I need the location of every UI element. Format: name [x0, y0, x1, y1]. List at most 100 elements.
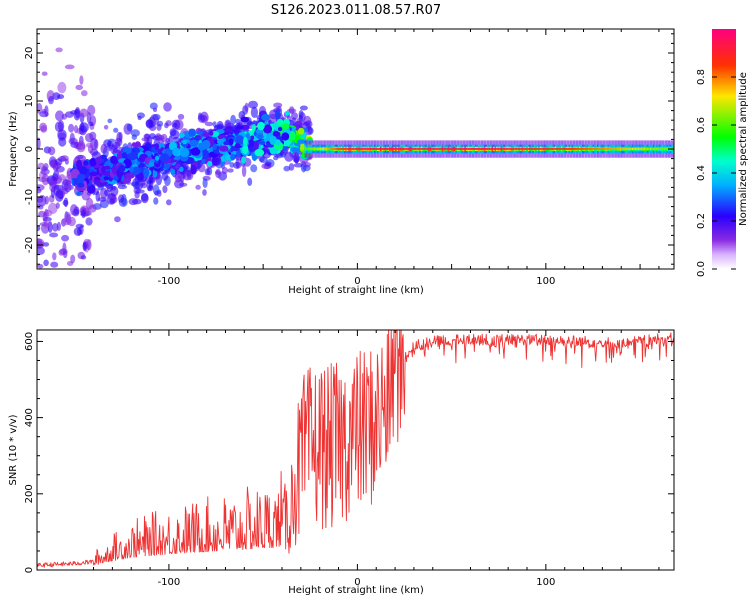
heatmap-cell: [431, 148, 434, 150]
heatmap-cell: [643, 148, 646, 150]
heatmap-cell: [240, 116, 250, 123]
heatmap-cell: [143, 167, 150, 178]
x-tick-label: 0: [354, 276, 360, 287]
heatmap-cell: [517, 148, 520, 150]
heatmap-cell: [470, 148, 473, 150]
heatmap-cell: [229, 162, 235, 168]
heatmap-cell: [221, 167, 228, 174]
heatmap-cell: [372, 148, 375, 150]
heatmap-cell: [363, 148, 366, 150]
heatmap-cell: [241, 156, 247, 164]
heatmap-cell: [434, 148, 437, 150]
heatmap-cell: [37, 264, 44, 269]
heatmap-cell: [264, 161, 272, 167]
y-tick-label: -20: [24, 237, 35, 253]
heatmap-cell: [155, 155, 160, 161]
heatmap-cell: [234, 143, 241, 149]
heatmap-cell: [556, 148, 559, 150]
heatmap-cell: [52, 223, 59, 232]
heatmap-cell: [544, 148, 547, 150]
heatmap-cell: [601, 148, 604, 150]
heatmap-cell: [625, 148, 628, 150]
colorbar-ticks: 0.0 0.2 0.4 0.6 0.8: [696, 69, 736, 277]
heatmap-cell: [461, 148, 464, 150]
heatmap-cell: [393, 148, 396, 150]
heatmap-cell: [89, 171, 99, 177]
heatmap-cell: [570, 148, 572, 150]
heatmap-cell: [248, 146, 255, 152]
heatmap-cell: [128, 198, 138, 206]
heatmap-cell: [85, 217, 93, 226]
heatmap-cell: [121, 152, 127, 159]
heatmap-cell: [227, 168, 234, 173]
spectrogram-ylabel: Frequency (Hz): [8, 111, 19, 187]
heatmap-cell: [136, 112, 145, 119]
heatmap-cell: [37, 238, 45, 248]
heatmap-cell: [37, 203, 41, 209]
heatmap-cell: [523, 148, 526, 150]
heatmap-cell: [520, 148, 523, 150]
heatmap-cell: [211, 156, 219, 166]
snr-xlabel: Height of straight line (km): [288, 585, 424, 596]
heatmap-cell: [515, 148, 518, 150]
heatmap-cell: [597, 148, 600, 150]
heatmap-cell: [87, 104, 96, 116]
heatmap-cell: [163, 102, 172, 112]
heatmap-cell: [342, 148, 345, 150]
heatmap-cell: [330, 148, 333, 150]
heatmap-cell: [126, 123, 133, 132]
heatmap-cell: [131, 142, 141, 147]
heatmap-cell: [242, 144, 249, 155]
heatmap-cell: [69, 276, 73, 286]
heatmap-cell: [108, 138, 116, 143]
heatmap-cell: [215, 168, 222, 179]
heatmap-cell: [547, 148, 550, 150]
heatmap-cell: [81, 209, 86, 219]
heatmap-cell: [53, 184, 60, 196]
heatmap-cell: [464, 148, 467, 150]
spectrogram-xlabel: Height of straight line (km): [288, 285, 424, 296]
heatmap-cell: [58, 120, 65, 132]
heatmap-cell: [500, 148, 503, 150]
heatmap-cell: [202, 132, 210, 137]
heatmap-cell: [582, 148, 584, 150]
heatmap-cell: [603, 148, 606, 150]
heatmap-cell: [110, 186, 119, 197]
heatmap-cell: [75, 84, 83, 91]
heatmap-cell: [437, 148, 440, 150]
heatmap-cell: [538, 148, 541, 150]
heatmap-cell: [284, 110, 290, 116]
heatmap-cell: [313, 148, 316, 150]
heatmap-cell: [636, 148, 639, 150]
heatmap-cell: [413, 148, 416, 150]
spectrogram-heatmap: [37, 47, 674, 286]
heatmap-cell: [648, 148, 651, 150]
heatmap-cell: [604, 148, 607, 150]
heatmap-cell: [473, 148, 476, 150]
heatmap-cell: [591, 148, 594, 150]
heatmap-cell: [135, 173, 144, 179]
heatmap-cell: [160, 153, 170, 163]
heatmap-cell: [450, 148, 453, 150]
heatmap-cell: [80, 255, 87, 260]
heatmap-cell: [352, 148, 355, 150]
heatmap-cell: [64, 158, 69, 165]
heatmap-cell: [337, 148, 340, 150]
heatmap-cell: [77, 182, 85, 188]
heatmap-cell: [509, 148, 512, 150]
heatmap-cell: [565, 148, 568, 150]
heatmap-cell: [189, 139, 199, 147]
colorbar-tick-label: 0.8: [696, 69, 707, 85]
heatmap-cell: [524, 148, 527, 150]
heatmap-cell: [131, 166, 141, 175]
heatmap-cell: [131, 134, 137, 140]
heatmap-cell: [196, 130, 204, 135]
heatmap-cell: [296, 139, 307, 144]
heatmap-cell: [293, 162, 304, 168]
heatmap-cell: [579, 148, 581, 150]
heatmap-cell: [542, 148, 545, 150]
y-tick-label: -10: [24, 189, 35, 205]
heatmap-cell: [660, 148, 663, 150]
